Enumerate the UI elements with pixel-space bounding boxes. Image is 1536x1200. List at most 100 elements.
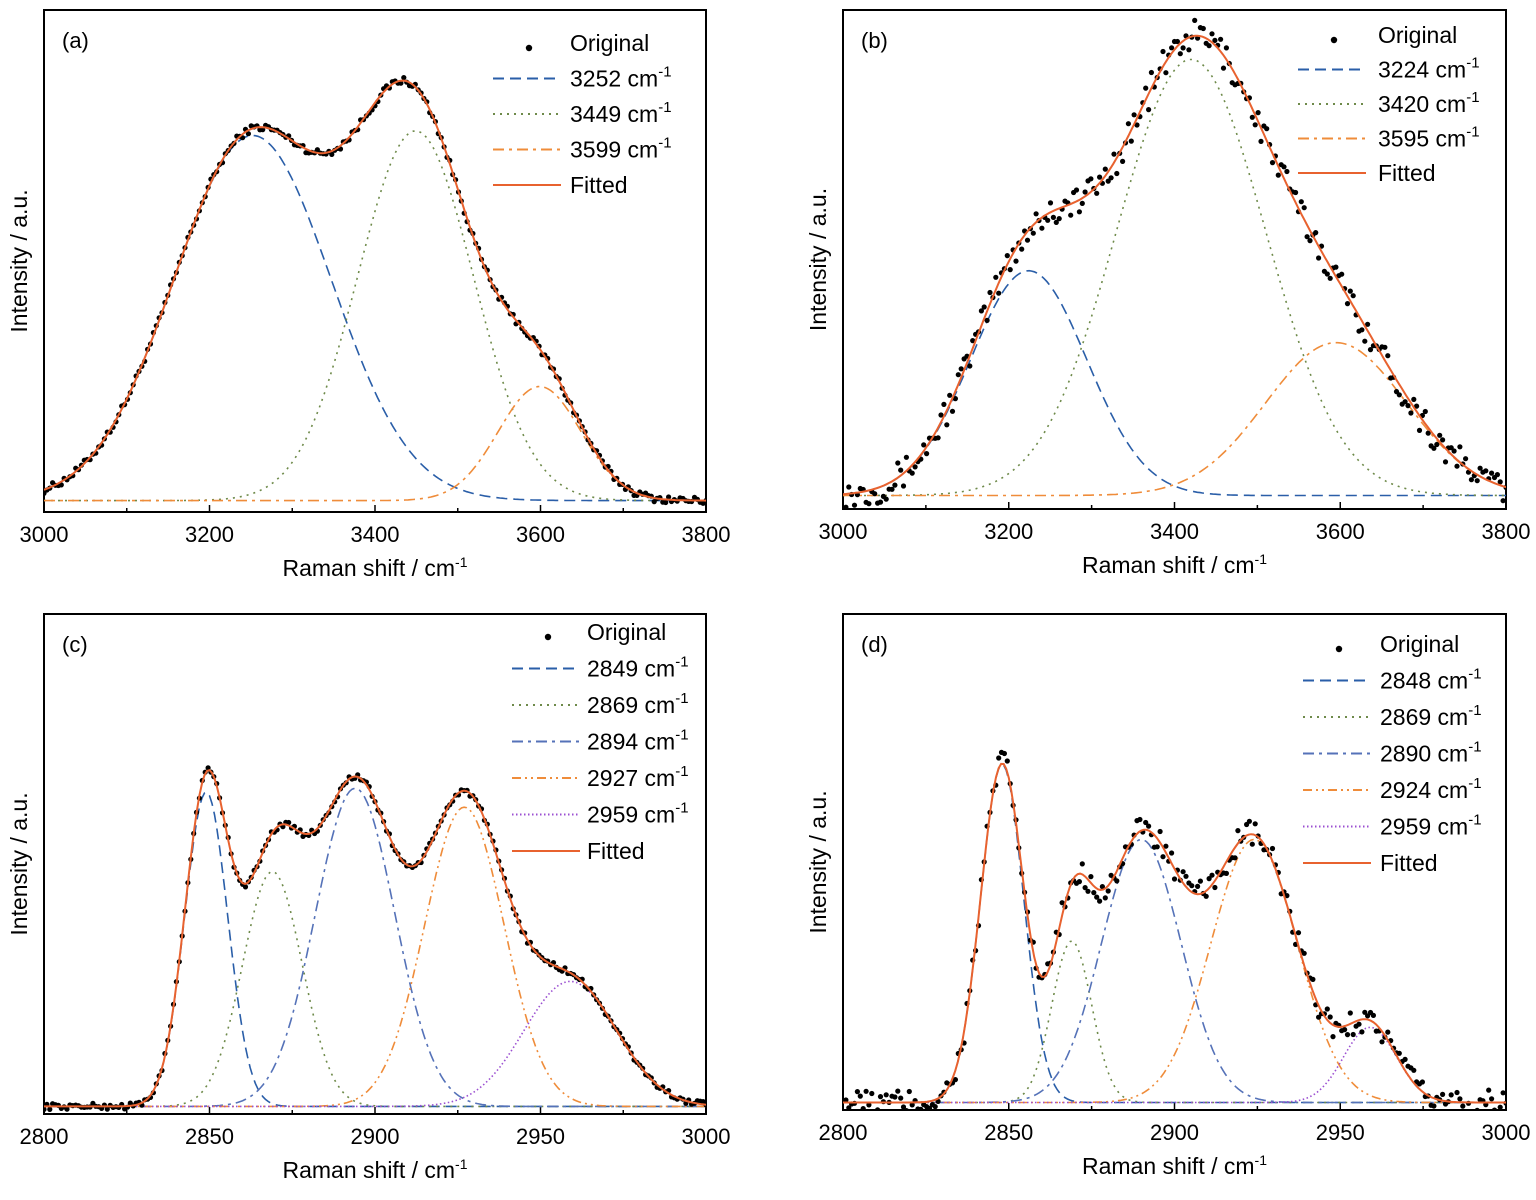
original-point (1474, 478, 1480, 484)
original-point (1494, 472, 1500, 478)
original-point (883, 1092, 889, 1098)
original-point (1324, 271, 1330, 277)
original-point (1134, 122, 1140, 128)
original-point (1463, 456, 1469, 462)
original-point (1050, 214, 1056, 220)
original-point (1330, 1034, 1336, 1040)
original-point (1180, 869, 1186, 875)
original-point (898, 467, 904, 473)
legend: Original 3252 cm-1 3449 cm-1 3599 cm-1 Fitte… (493, 30, 672, 198)
original-point (892, 1094, 898, 1100)
original-point (866, 1102, 872, 1108)
original-point (1091, 890, 1097, 896)
original-point (869, 1090, 875, 1097)
original-point (286, 819, 292, 826)
original-point (1370, 1012, 1376, 1019)
original-point (1496, 1109, 1499, 1110)
original-point (1477, 465, 1483, 471)
component-peak-2924 (843, 838, 1506, 1104)
x-tick-label: 3800 (1482, 519, 1531, 544)
original-point (875, 1107, 881, 1110)
original-point (1019, 246, 1025, 252)
original-point (1463, 1110, 1468, 1115)
original-point (840, 1113, 845, 1118)
x-tick-label: 2950 (516, 1124, 565, 1149)
original-point (1310, 976, 1316, 983)
original-point (1007, 267, 1013, 273)
original-point (1186, 47, 1192, 53)
x-tick-label: 3600 (1316, 519, 1365, 544)
original-point (1411, 396, 1417, 402)
original-point (1301, 205, 1307, 211)
original-point (1457, 1096, 1463, 1102)
original-point (949, 408, 956, 414)
original-point (1073, 187, 1080, 193)
original-point (1434, 441, 1440, 448)
original-point (1160, 854, 1166, 860)
component-peak-2869 (843, 940, 1506, 1104)
original-point (1197, 878, 1203, 884)
original-point (1056, 216, 1062, 222)
original-point (1344, 1032, 1351, 1038)
original-point (903, 1108, 909, 1110)
panel-label: (a) (62, 28, 89, 53)
original-point (1082, 885, 1088, 891)
original-point (1269, 845, 1276, 852)
chart-panel-c: 2800 2850 2900 2950 3000 Raman shift / cm-1 In… (6, 613, 730, 1183)
original-point (938, 412, 944, 418)
original-point (883, 496, 889, 502)
original-point (1382, 344, 1388, 350)
original-point (941, 401, 947, 407)
original-point (1327, 275, 1333, 281)
original-point (1094, 190, 1100, 196)
x-tick-label: 3000 (1482, 1120, 1531, 1145)
original-point (866, 501, 872, 507)
original-point (1408, 410, 1414, 416)
original-point (663, 499, 669, 506)
original-point (1220, 65, 1227, 71)
original-point (1223, 870, 1229, 877)
original-point (967, 363, 973, 369)
original-point (1223, 45, 1229, 51)
legend-label: 2869 cm-1 (1380, 702, 1482, 730)
original-point (1422, 408, 1428, 415)
original-point (1264, 126, 1270, 132)
original-point (1491, 1107, 1498, 1110)
original-point (1362, 1009, 1368, 1015)
legend-label: 3449 cm-1 (570, 99, 672, 127)
original-point (1396, 392, 1402, 398)
original-point (857, 1093, 863, 1099)
original-point (903, 454, 910, 460)
x-tick-label: 2850 (984, 1120, 1033, 1145)
x-axis-label: Raman shift / cm-1 (283, 1156, 468, 1183)
component-peak-2927 (44, 806, 706, 1108)
original-point (1246, 818, 1252, 824)
original-point (1474, 1107, 1480, 1110)
original-point (1102, 166, 1108, 172)
original-point (1324, 1006, 1330, 1012)
original-point (1094, 894, 1100, 900)
original-point (1359, 1029, 1365, 1035)
original-point (1269, 160, 1276, 166)
legend-label: 3599 cm-1 (570, 135, 672, 163)
original-point (892, 482, 898, 488)
legend-label: 3224 cm-1 (1378, 55, 1480, 83)
x-tick-label: 3800 (682, 522, 731, 547)
original-point (1097, 898, 1103, 904)
original-point (44, 1106, 47, 1112)
original-point (947, 392, 953, 398)
original-point (1470, 1109, 1473, 1110)
original-point (935, 435, 941, 441)
legend-label: 3595 cm-1 (1378, 124, 1480, 152)
component-peak-3449 (44, 130, 706, 502)
legend-label: Original (1380, 631, 1459, 657)
original-point (1344, 301, 1351, 307)
legend-label: 2959 cm-1 (587, 800, 689, 828)
original-point (1275, 172, 1281, 178)
original-point (1154, 844, 1160, 850)
component-peak-2869 (44, 870, 706, 1108)
original-point (1114, 170, 1120, 177)
original-point (918, 1106, 924, 1110)
original-point (1079, 200, 1085, 206)
original-point (1342, 1027, 1348, 1033)
